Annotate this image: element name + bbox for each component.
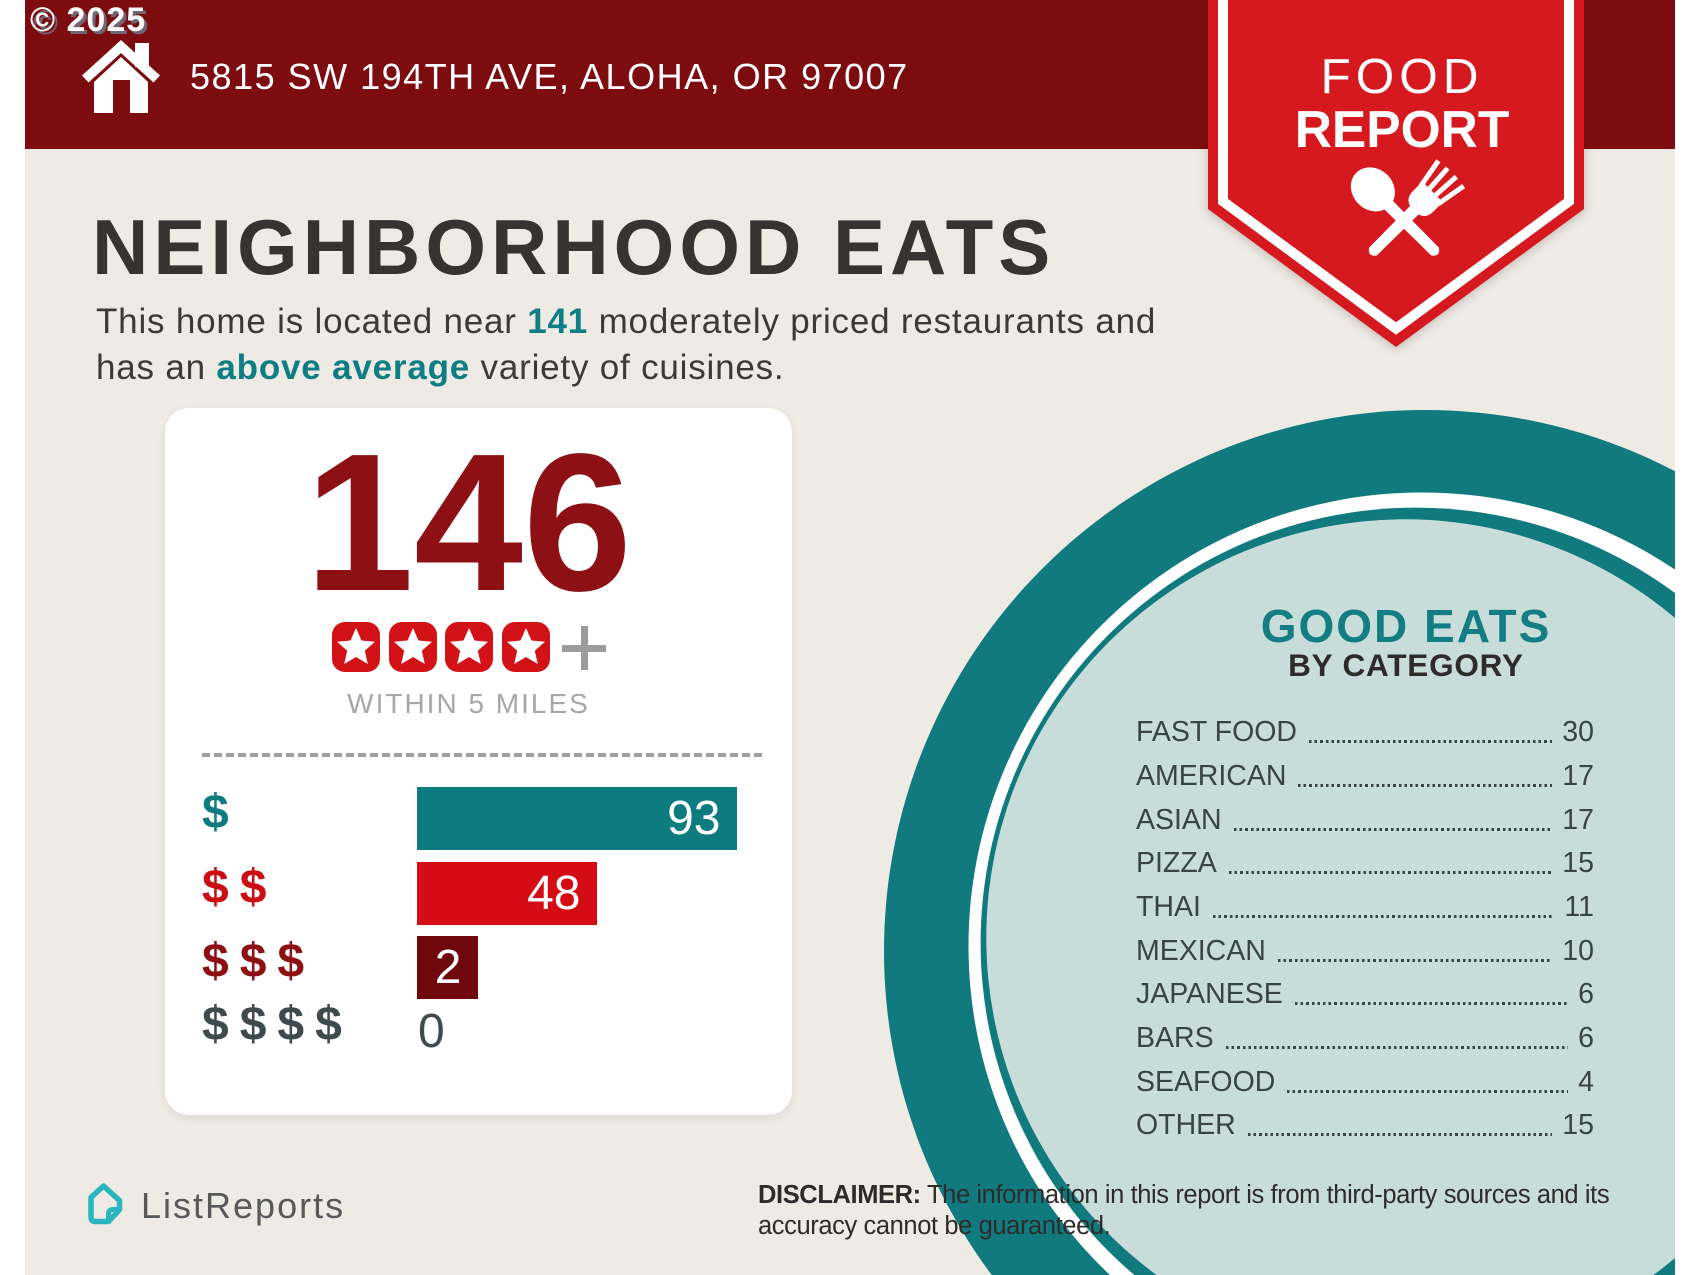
svg-text:REPORT: REPORT: [1295, 100, 1510, 158]
svg-text:FOOD: FOOD: [1321, 49, 1484, 104]
